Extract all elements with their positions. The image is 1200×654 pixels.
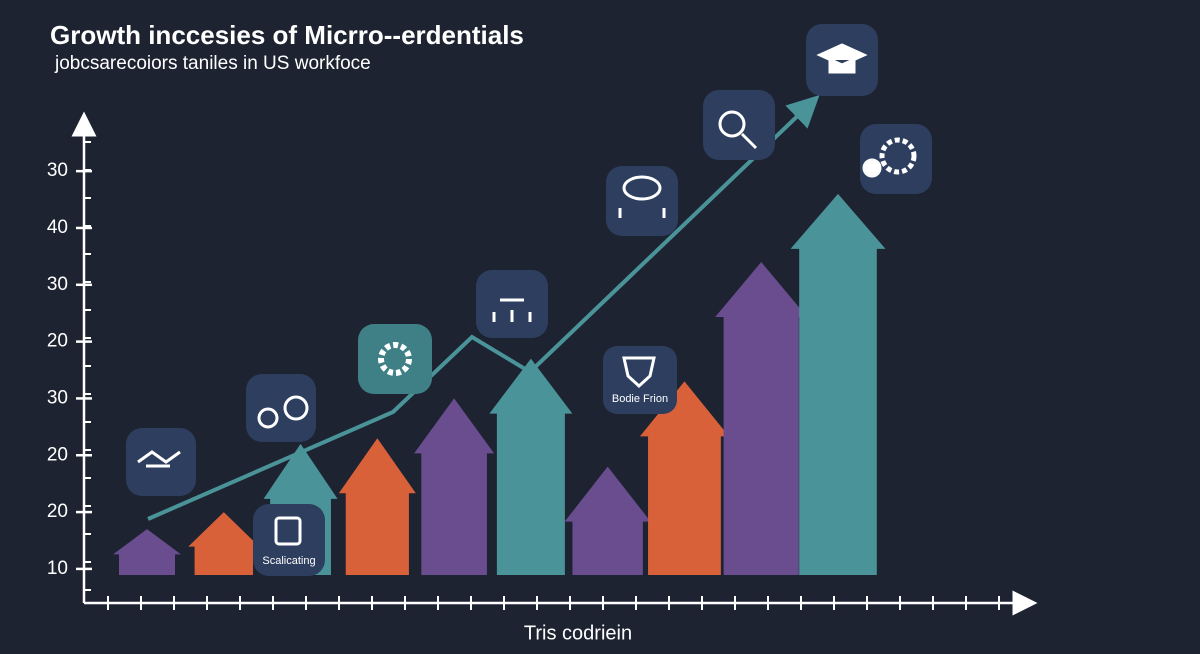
annotation: Bodie Frion bbox=[612, 393, 668, 405]
icon-cog-dollar bbox=[860, 124, 932, 194]
arrow-bar bbox=[790, 193, 886, 575]
glyph bbox=[257, 407, 279, 429]
x-axis-label: Tris codriein bbox=[524, 622, 632, 644]
icon-team bbox=[476, 270, 548, 338]
icon-magnify bbox=[703, 90, 775, 160]
arrow-bar bbox=[414, 398, 495, 575]
glyph bbox=[274, 516, 302, 546]
glyph bbox=[879, 137, 917, 175]
arrow-bar bbox=[489, 358, 573, 575]
y-tick-label: 30 bbox=[47, 160, 68, 181]
icon-handshake bbox=[126, 428, 196, 496]
annotation: Scalicating bbox=[262, 555, 315, 567]
trend-line bbox=[147, 94, 820, 521]
icon-badge bbox=[603, 346, 677, 414]
glyph bbox=[740, 132, 758, 150]
glyph bbox=[622, 356, 656, 389]
glyph bbox=[378, 342, 412, 376]
icon-gear bbox=[358, 324, 432, 394]
glyph bbox=[816, 43, 868, 74]
arrow-bar bbox=[338, 438, 416, 575]
glyph bbox=[492, 298, 532, 322]
y-tick-label: 10 bbox=[47, 558, 68, 579]
chart-subtitle: jobcsarecoiors taniles in US workfoce bbox=[54, 53, 371, 74]
glyph bbox=[618, 208, 666, 218]
y-tick-label: 30 bbox=[47, 387, 68, 408]
glyph bbox=[622, 175, 662, 201]
icon-scaling bbox=[253, 504, 325, 576]
chart-title: Growth inccesies of Micrro--erdentials bbox=[50, 20, 524, 50]
glyph bbox=[718, 110, 746, 138]
icon-glyphs bbox=[137, 43, 917, 546]
y-tick-label: 20 bbox=[47, 331, 68, 352]
y-tick-label: 20 bbox=[47, 501, 68, 522]
arrow-bar bbox=[639, 381, 729, 575]
arrow-bar bbox=[564, 466, 651, 575]
arrow-bar bbox=[113, 529, 181, 575]
bars bbox=[113, 193, 886, 575]
y-tick-label: 20 bbox=[47, 444, 68, 465]
arrow-bar bbox=[188, 512, 260, 575]
y-tick-label: 30 bbox=[47, 274, 68, 295]
arrow-bar bbox=[715, 262, 808, 575]
glyph bbox=[862, 158, 882, 178]
glyph bbox=[137, 450, 181, 468]
glyph bbox=[283, 395, 309, 421]
y-tick-label: 40 bbox=[47, 217, 68, 238]
